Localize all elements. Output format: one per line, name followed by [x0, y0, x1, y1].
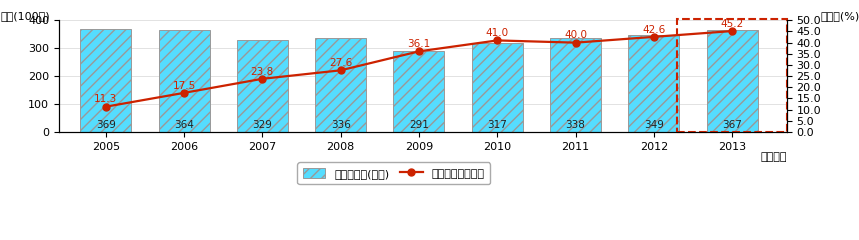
Text: 42.6: 42.6	[643, 25, 666, 35]
Text: 11.3: 11.3	[94, 95, 118, 104]
Text: 317: 317	[487, 120, 507, 130]
Bar	[707, 30, 758, 132]
Text: 23.8: 23.8	[251, 66, 274, 77]
Text: 45.2: 45.2	[721, 19, 744, 29]
Text: 349: 349	[644, 120, 664, 130]
Bar	[315, 38, 366, 132]
Legend: 総手続件数(推定), オンライン利用率: 総手続件数(推定), オンライン利用率	[297, 162, 490, 184]
Bar	[393, 51, 444, 132]
Text: 41.0: 41.0	[485, 28, 509, 38]
Text: 件数(100万): 件数(100万)	[1, 12, 50, 21]
Text: 336: 336	[331, 120, 350, 130]
Bar	[159, 30, 210, 132]
Text: 291: 291	[409, 120, 429, 130]
Text: 27.6: 27.6	[329, 58, 352, 68]
Text: （年度）: （年度）	[760, 152, 787, 162]
Text: 40.0: 40.0	[564, 30, 587, 40]
Text: 367: 367	[722, 120, 742, 130]
Text: 329: 329	[253, 120, 272, 130]
Bar	[628, 35, 679, 132]
Bar	[237, 40, 288, 132]
Text: 369: 369	[96, 120, 116, 130]
Text: 364: 364	[174, 120, 194, 130]
Bar	[472, 43, 522, 132]
Text: 17.5: 17.5	[173, 81, 196, 91]
Text: 36.1: 36.1	[407, 39, 430, 49]
Bar	[550, 38, 601, 132]
Bar	[81, 29, 131, 132]
Text: 338: 338	[565, 120, 586, 130]
Text: 利用率(%): 利用率(%)	[820, 12, 859, 21]
